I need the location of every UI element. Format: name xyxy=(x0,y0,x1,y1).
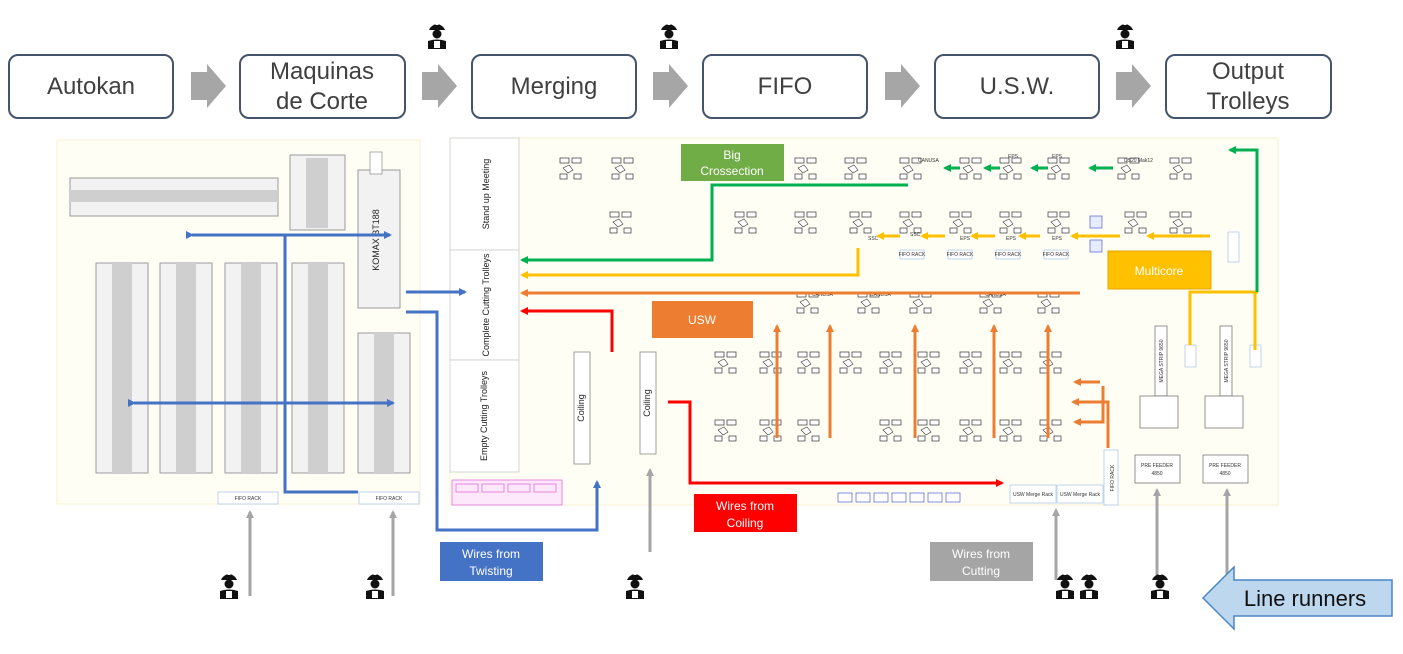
eps-label: EPS xyxy=(1052,236,1063,242)
left-floor-area: KOMAX BT188 FIFO RACK FIFO RACK xyxy=(56,139,421,505)
step-maquinas-label-line1: Maquinas xyxy=(270,58,374,85)
chevron-right-icon xyxy=(653,64,688,108)
fifo-rack-label: FIFO RACK xyxy=(235,496,262,502)
pre-feeder-num: 4850 xyxy=(1151,471,1162,477)
usw-box: USW xyxy=(652,301,753,338)
worker-icon xyxy=(660,21,678,49)
komax-machine xyxy=(357,169,401,309)
standup-meeting-label: Stand up Meeting xyxy=(481,159,491,230)
komax-label: KOMAX BT188 xyxy=(371,209,381,271)
canusa-label: CANUSA xyxy=(812,292,834,298)
worker-icon xyxy=(626,571,644,599)
worker-icon xyxy=(366,571,384,599)
canusa-label: CANUSA xyxy=(985,292,1007,298)
wires-cutting-line2: Cutting xyxy=(962,564,1000,578)
worker-icon xyxy=(220,571,238,599)
step-output-label-line2: Trolleys xyxy=(1206,88,1289,115)
complete-trolleys-label: Complete Cutting Trolleys xyxy=(481,253,491,357)
wires-twisting-box: Wires from Twisting xyxy=(440,542,543,581)
canusa-label: CANUSA xyxy=(918,158,940,164)
trolleys xyxy=(451,479,563,506)
wires-cutting-line1: Wires from xyxy=(952,547,1010,561)
mega-strip-label: MEGA STRIP 9650 xyxy=(1159,339,1165,382)
main-floor-area: Stand up Meeting Complete Cutting Trolle… xyxy=(449,137,1279,506)
worker-icon xyxy=(1116,21,1134,49)
left-arrow-icon xyxy=(1201,565,1393,631)
chevron-right-icon xyxy=(1116,64,1151,108)
eps-label: EPS xyxy=(1052,154,1063,160)
step-merging-label: Merging xyxy=(511,73,598,100)
step-output-label-line1: Output xyxy=(1212,58,1284,85)
fifo-rack-label: FIFO RACK xyxy=(376,496,403,502)
eps-label: EPS xyxy=(1006,236,1017,242)
canusa-label: CANUSA xyxy=(870,292,892,298)
usw-merge-rack-label: USW Merge Rack xyxy=(1060,492,1101,498)
fifo-rack-label: FIFO RACK xyxy=(899,252,926,258)
coiling-label: Coiling xyxy=(642,389,652,417)
ssc-label: SSC xyxy=(868,236,879,242)
coiling-machine-1 xyxy=(573,351,591,465)
coiling-machine-2 xyxy=(639,351,657,455)
multicore-label: Multicore xyxy=(1135,264,1184,278)
fifo-rack-label: FIFO RACK xyxy=(995,252,1022,258)
ds20-label: DS20 Mak12 xyxy=(1124,158,1153,164)
step-output-trolleys: Output Trolleys xyxy=(1165,54,1332,119)
process-flow: Autokan Maquinas de Corte Merging FIFO U… xyxy=(8,21,1332,119)
line-runners-callout: Line runners xyxy=(1201,565,1393,631)
fifo-rack-label: FIFO RACK xyxy=(947,252,974,258)
flow-arrows xyxy=(128,146,1259,596)
eps-label: EPS xyxy=(1008,154,1019,160)
usw-label: USW xyxy=(688,313,717,327)
step-usw: U.S.W. xyxy=(934,54,1100,119)
empty-trolleys-label: Empty Cutting Trolleys xyxy=(479,370,489,461)
step-merging: Merging xyxy=(471,54,637,119)
wires-coiling-line2: Coiling xyxy=(727,516,764,530)
mega-strip-label: MEGA STRIP 9650 xyxy=(1224,339,1230,382)
coiling-label: Coiling xyxy=(576,394,586,422)
eps-label: EPS xyxy=(960,236,971,242)
pre-feeder-label: PRE FEEDER xyxy=(1141,463,1173,469)
wires-twisting-line1: Wires from xyxy=(462,547,520,561)
wires-coiling-box: Wires from Coiling xyxy=(694,494,797,532)
big-crossection-line1: Big xyxy=(723,148,740,162)
worker-icon xyxy=(428,21,446,49)
wires-cutting-box: Wires from Cutting xyxy=(930,542,1033,581)
multicore-box: Multicore xyxy=(1107,250,1212,290)
chevron-right-icon xyxy=(885,64,920,108)
big-crossection-line2: Crossection xyxy=(700,164,763,178)
step-maquinas-label-line2: de Corte xyxy=(276,88,368,115)
step-usw-label: U.S.W. xyxy=(980,73,1055,100)
pre-feeder-num: 4850 xyxy=(1219,471,1230,477)
chevron-right-icon xyxy=(422,64,457,108)
step-maquinas-de-corte: Maquinas de Corte xyxy=(239,54,406,119)
step-fifo: FIFO xyxy=(702,54,868,119)
big-crossection-box: Big Crossection xyxy=(681,144,784,181)
worker-icon xyxy=(1056,571,1074,599)
worker-icon xyxy=(1151,571,1169,599)
pre-feeder-label: PRE FEEDER xyxy=(1209,463,1241,469)
worker-icon xyxy=(1080,571,1098,599)
step-autokan: Autokan xyxy=(8,54,174,119)
wires-coiling-line1: Wires from xyxy=(716,499,774,513)
fifo-rack-label: FIFO RACK xyxy=(1110,464,1116,491)
mega-strip-machines: MEGA STRIP 9650 MEGA STRIP 9650 PRE FEED… xyxy=(1134,231,1262,484)
step-fifo-label: FIFO xyxy=(758,73,813,100)
fifo-rack-label: FIFO RACK xyxy=(1043,252,1070,258)
twisting-machines xyxy=(95,262,411,474)
ssc-label: SSC xyxy=(910,232,921,238)
wires-twisting-line2: Twisting xyxy=(469,564,512,578)
usw-merge-rack-label: USW Merge Rack xyxy=(1013,492,1054,498)
step-autokan-label: Autokan xyxy=(47,73,135,100)
chevron-right-icon xyxy=(191,64,226,108)
line-runners-label: Line runners xyxy=(1244,586,1366,611)
